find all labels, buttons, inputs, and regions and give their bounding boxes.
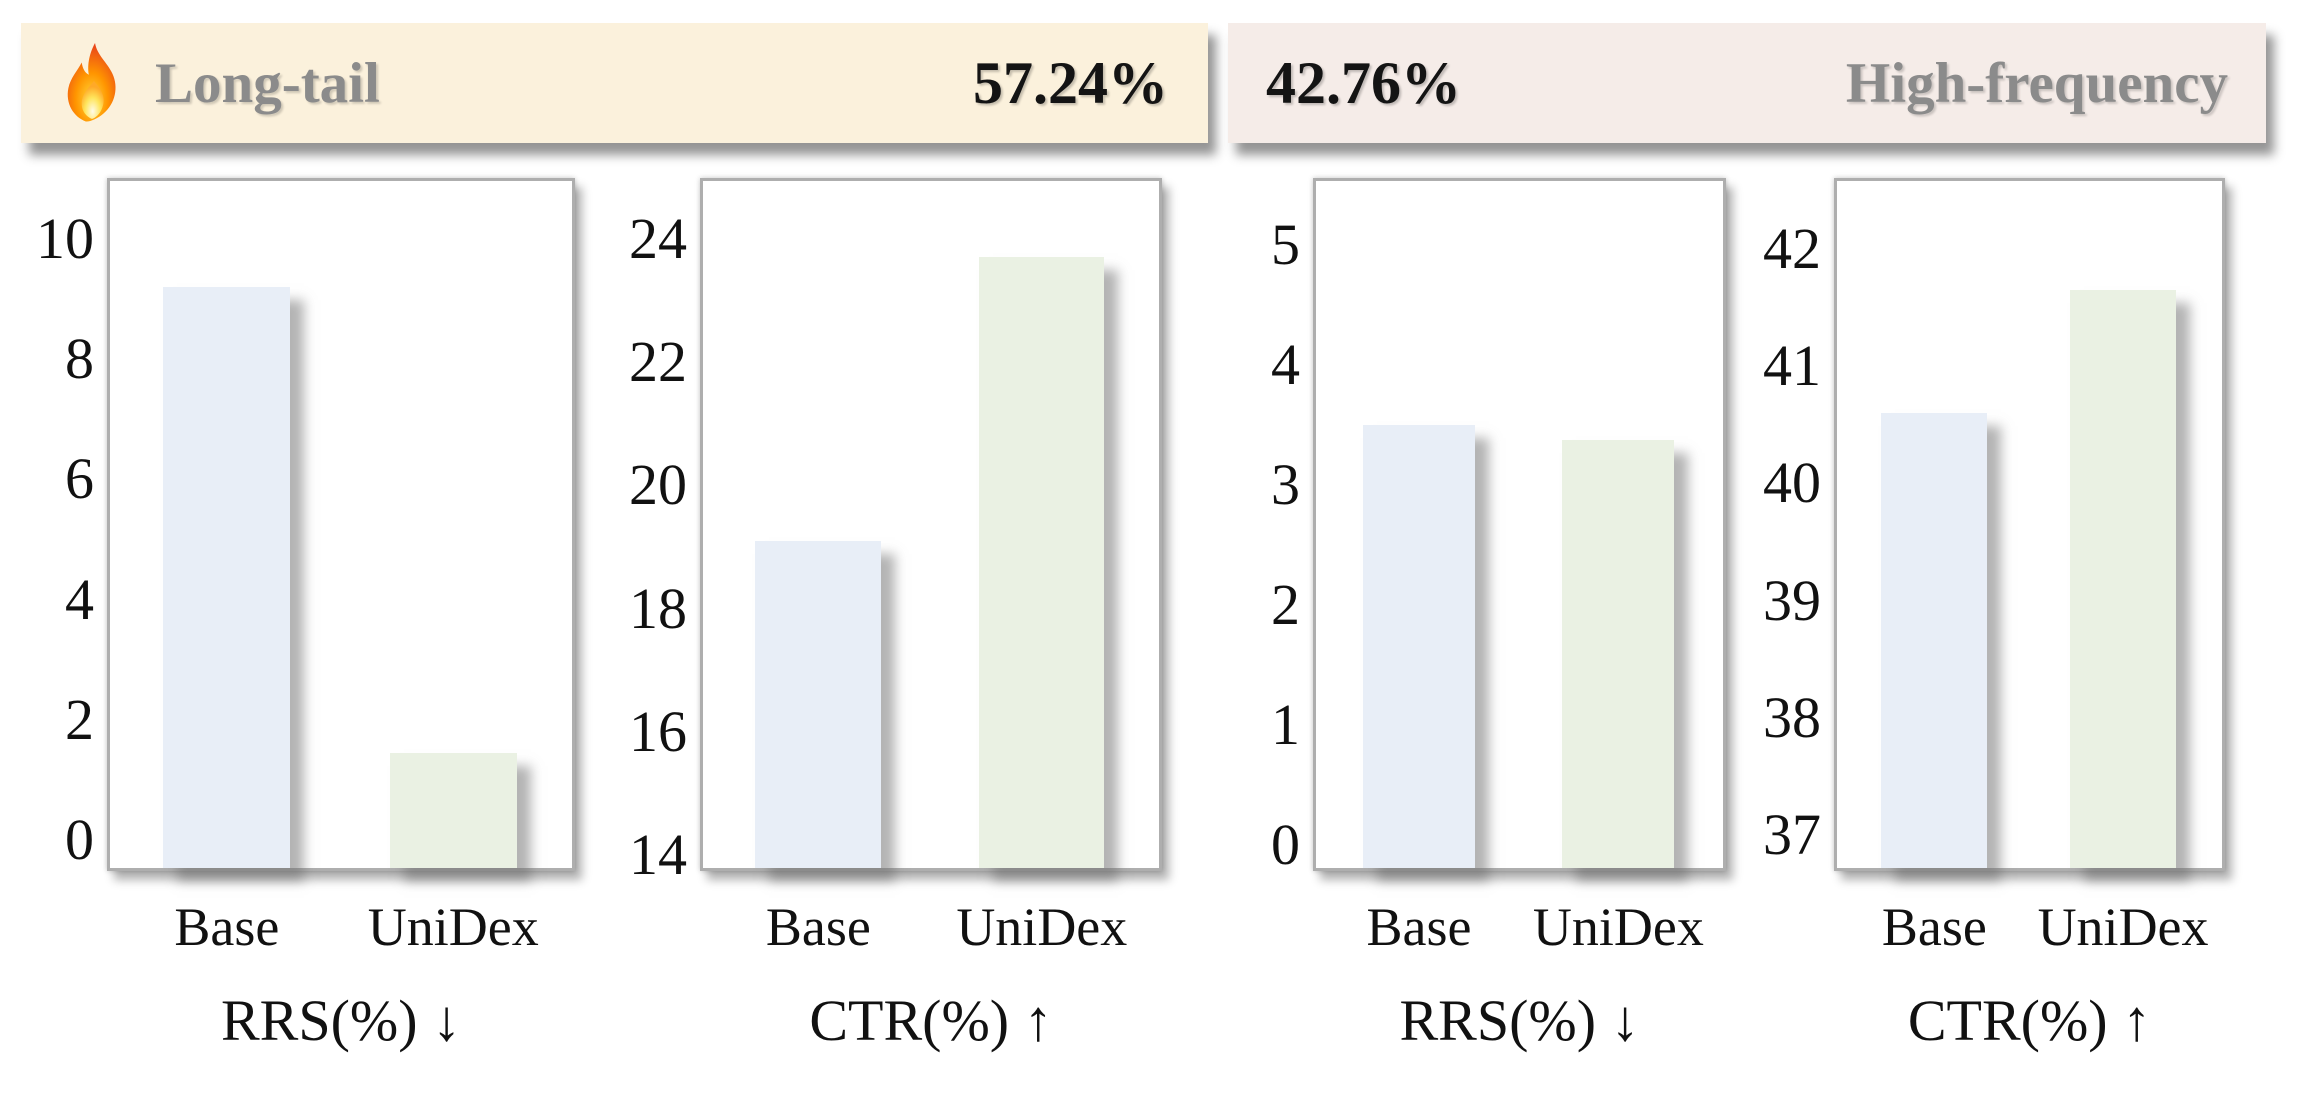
banner-long-tail: Long-tail 57.24% [21, 23, 1208, 143]
y-axis-tick-label: 4 [1271, 331, 1300, 397]
banner-long-tail-label: Long-tail [155, 51, 380, 115]
y-axis-tick-label: 1 [1271, 692, 1300, 758]
y-axis-tick-label: 18 [629, 575, 687, 641]
y-axis-tick-label: 42 [1763, 215, 1821, 281]
y-axis-tick-label: 37 [1763, 802, 1821, 868]
y-axis-tick-label: 40 [1763, 450, 1821, 516]
y-axis-tick-label: 8 [65, 326, 94, 392]
y-axis-tick-label: 14 [629, 822, 687, 888]
y-axis-tick-label: 0 [65, 806, 94, 872]
x-category-label-unidex: UniDex [956, 897, 1128, 957]
banner-long-tail-value: 57.24% [973, 49, 1168, 116]
x-category-label-unidex: UniDex [2037, 897, 2209, 957]
banner-high-frequency-label: High-frequency [1845, 51, 2228, 115]
y-axis-tick-label: 2 [1271, 571, 1300, 637]
y-axis-tick-label: 41 [1763, 333, 1821, 399]
y-axis-tick-label: 0 [1271, 812, 1300, 878]
x-category-label-base: Base [174, 897, 280, 957]
y-axis-tick-label: 22 [629, 329, 687, 395]
bar-unidex [2069, 290, 2176, 868]
bar-unidex [1562, 440, 1675, 868]
y-axis-tick-label: 38 [1763, 684, 1821, 750]
y-axis-tick-label: 16 [629, 698, 687, 764]
x-category-label-unidex: UniDex [1532, 897, 1704, 957]
banner-high-frequency: 42.76% High-frequency [1228, 23, 2266, 143]
y-axis-tick-label: 10 [36, 206, 94, 272]
bar-base [1362, 424, 1475, 868]
y-axis-tick-label: 4 [65, 566, 94, 632]
bar-base [163, 287, 291, 868]
y-axis-tick-label: 6 [65, 446, 94, 512]
metric-title: RRS(%) ↓ [1399, 988, 1640, 1053]
chart-long-tail-ctr: 24 22 20 18 16 14 Base UniDex CTR(%) ↑ [629, 178, 1162, 1050]
x-category-label-base: Base [1366, 897, 1472, 957]
bar-unidex [978, 257, 1105, 868]
chart-high-frequency-ctr: 42 41 40 39 38 37 Base UniDex CTR(%) ↑ [1763, 178, 2225, 1050]
banner-high-frequency-value: 42.76% [1266, 49, 1461, 116]
y-axis-tick-label: 39 [1763, 567, 1821, 633]
bar-base [1881, 413, 1988, 868]
y-axis-tick-label: 2 [65, 686, 94, 752]
y-axis-tick-label: 24 [629, 205, 687, 271]
metric-title: RRS(%) ↓ [220, 988, 462, 1053]
metric-title: CTR(%) ↑ [1907, 988, 2152, 1053]
chart-high-frequency-rrs: 5 4 3 2 1 0 Base UniDex RRS(%) ↓ [1271, 178, 1726, 1050]
fire-icon [61, 42, 127, 124]
y-axis-tick-label: 5 [1271, 211, 1300, 277]
metric-title: CTR(%) ↑ [809, 988, 1053, 1053]
x-category-label-base: Base [765, 897, 871, 957]
x-category-label-unidex: UniDex [367, 897, 539, 957]
y-axis-tick-label: 3 [1271, 451, 1300, 517]
chart-long-tail-rrs: 10 8 6 4 2 0 Base UniDex RRS(%) ↓ [36, 178, 575, 1050]
x-category-label-base: Base [1881, 897, 1987, 957]
bar-base [755, 540, 881, 868]
bar-unidex [389, 752, 517, 868]
y-axis-tick-label: 20 [629, 452, 687, 518]
